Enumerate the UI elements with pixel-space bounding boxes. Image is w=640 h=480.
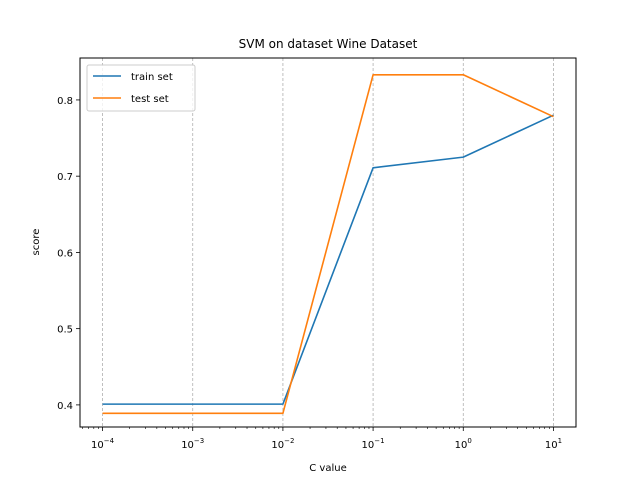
series-layer — [102, 73, 554, 415]
y-tick-label-2: 0.6 — [57, 248, 73, 259]
series-line-1 — [102, 73, 554, 415]
y-tick-label-0: 0.4 — [57, 401, 73, 412]
x-tick-label-3: 10−1 — [362, 437, 385, 451]
plot-area: 10−4 10−3 10−2 10−1 100 101 0.4 0.5 0.6 0.7 0.8 — [57, 57, 577, 451]
axes-frame — [79, 57, 577, 428]
x-tick-label-0: 10−4 — [91, 437, 115, 451]
x-axis-ticks: 10−4 10−3 10−2 10−1 100 101 — [82, 427, 562, 451]
series-line-0 — [102, 114, 554, 405]
legend-label-0: train set — [131, 72, 173, 83]
y-tick-label-4: 0.8 — [57, 96, 73, 107]
grid-layer — [102, 58, 554, 427]
x-tick-label-1: 10−3 — [181, 437, 204, 451]
y-axis-ticks: 0.4 0.5 0.6 0.7 0.8 — [57, 96, 80, 412]
chart-title: SVM on dataset Wine Dataset — [239, 37, 418, 51]
x-tick-label-5: 101 — [545, 437, 562, 451]
y-axis-label: score — [31, 229, 42, 256]
y-tick-label-3: 0.7 — [57, 172, 73, 183]
legend: train set test set — [86, 64, 196, 112]
x-axis-label: C value — [309, 463, 346, 474]
y-tick-label-1: 0.5 — [57, 325, 73, 336]
legend-label-1: test set — [131, 94, 169, 105]
x-tick-label-2: 10−2 — [271, 437, 294, 451]
x-tick-label-4: 100 — [455, 437, 472, 451]
